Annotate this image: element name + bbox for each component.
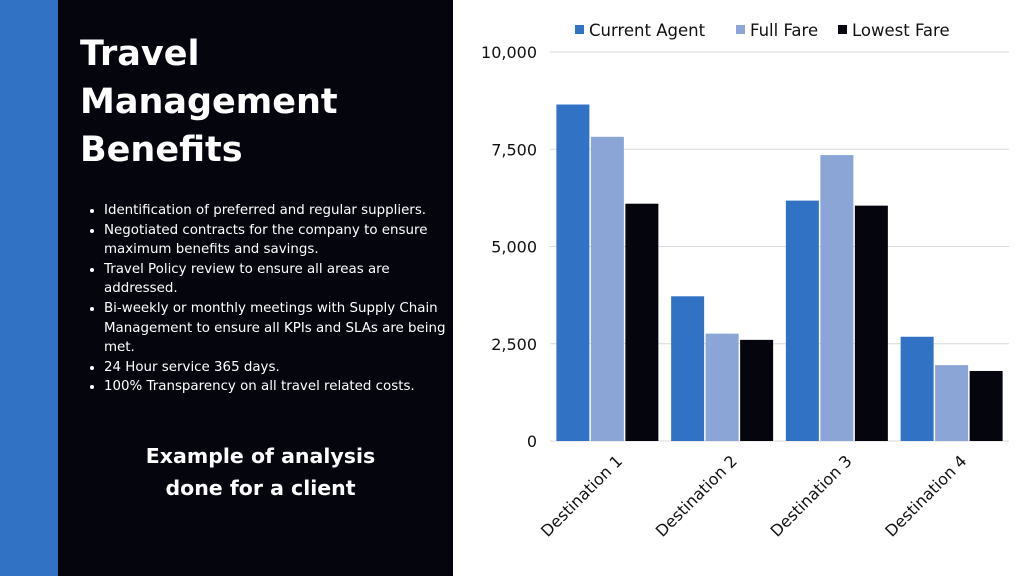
text-panel: Travel Management Benefits Identificatio… — [58, 0, 453, 576]
y-tick-label: 2,500 — [491, 335, 537, 354]
list-item: Bi-weekly or monthly meetings with Suppl… — [104, 299, 466, 358]
y-tick-label: 5,000 — [491, 238, 537, 257]
bar-current-agent — [556, 104, 590, 441]
list-item: Negotiated contracts for the company to … — [104, 221, 466, 260]
bar-current-agent — [785, 200, 819, 441]
bar-current-agent — [671, 296, 705, 441]
y-tick-label: 7,500 — [491, 140, 537, 159]
slide-title: Travel Management Benefits — [80, 34, 338, 170]
list-item: 100% Transparency on all travel related … — [104, 377, 466, 397]
list-item: 24 Hour service 365 days. — [104, 358, 466, 378]
legend-label: Lowest Fare — [852, 21, 950, 40]
legend-swatch — [838, 25, 847, 34]
bar-full-fare — [935, 365, 969, 441]
legend-label: Full Fare — [750, 21, 818, 40]
chart: 0 2,500 5,000 7,500 10,000 Destination 1 Desti… — [453, 0, 1024, 576]
bar-lowest-fare — [854, 205, 888, 441]
x-category-label: Destination 1 — [537, 451, 626, 540]
y-tick-label: 0 — [527, 432, 537, 451]
list-item: Identification of preferred and regular … — [104, 201, 466, 221]
x-category-label: Destination 4 — [881, 451, 970, 540]
bar-full-fare — [590, 136, 624, 441]
bar-full-fare — [820, 155, 854, 441]
legend-label: Current Agent — [589, 21, 706, 40]
bar-current-agent — [900, 336, 934, 441]
x-category-label: Destination 2 — [652, 451, 741, 540]
legend-swatch — [736, 25, 745, 34]
bar-lowest-fare — [625, 203, 659, 441]
bar-lowest-fare — [969, 370, 1003, 441]
x-category-label: Destination 3 — [767, 451, 856, 540]
legend-swatch — [575, 25, 584, 34]
y-tick-label: 10,000 — [481, 43, 537, 62]
bar-chart: 0 2,500 5,000 7,500 10,000 Destination 1 Desti… — [481, 21, 1009, 541]
accent-bar — [0, 0, 58, 576]
analysis-caption: Example of analysis done for a client — [145, 444, 376, 500]
bar-full-fare — [705, 333, 739, 441]
bar-lowest-fare — [740, 339, 774, 441]
benefits-list: Identification of preferred and regular … — [80, 201, 466, 397]
list-item: Travel Policy review to ensure all areas… — [104, 260, 466, 299]
